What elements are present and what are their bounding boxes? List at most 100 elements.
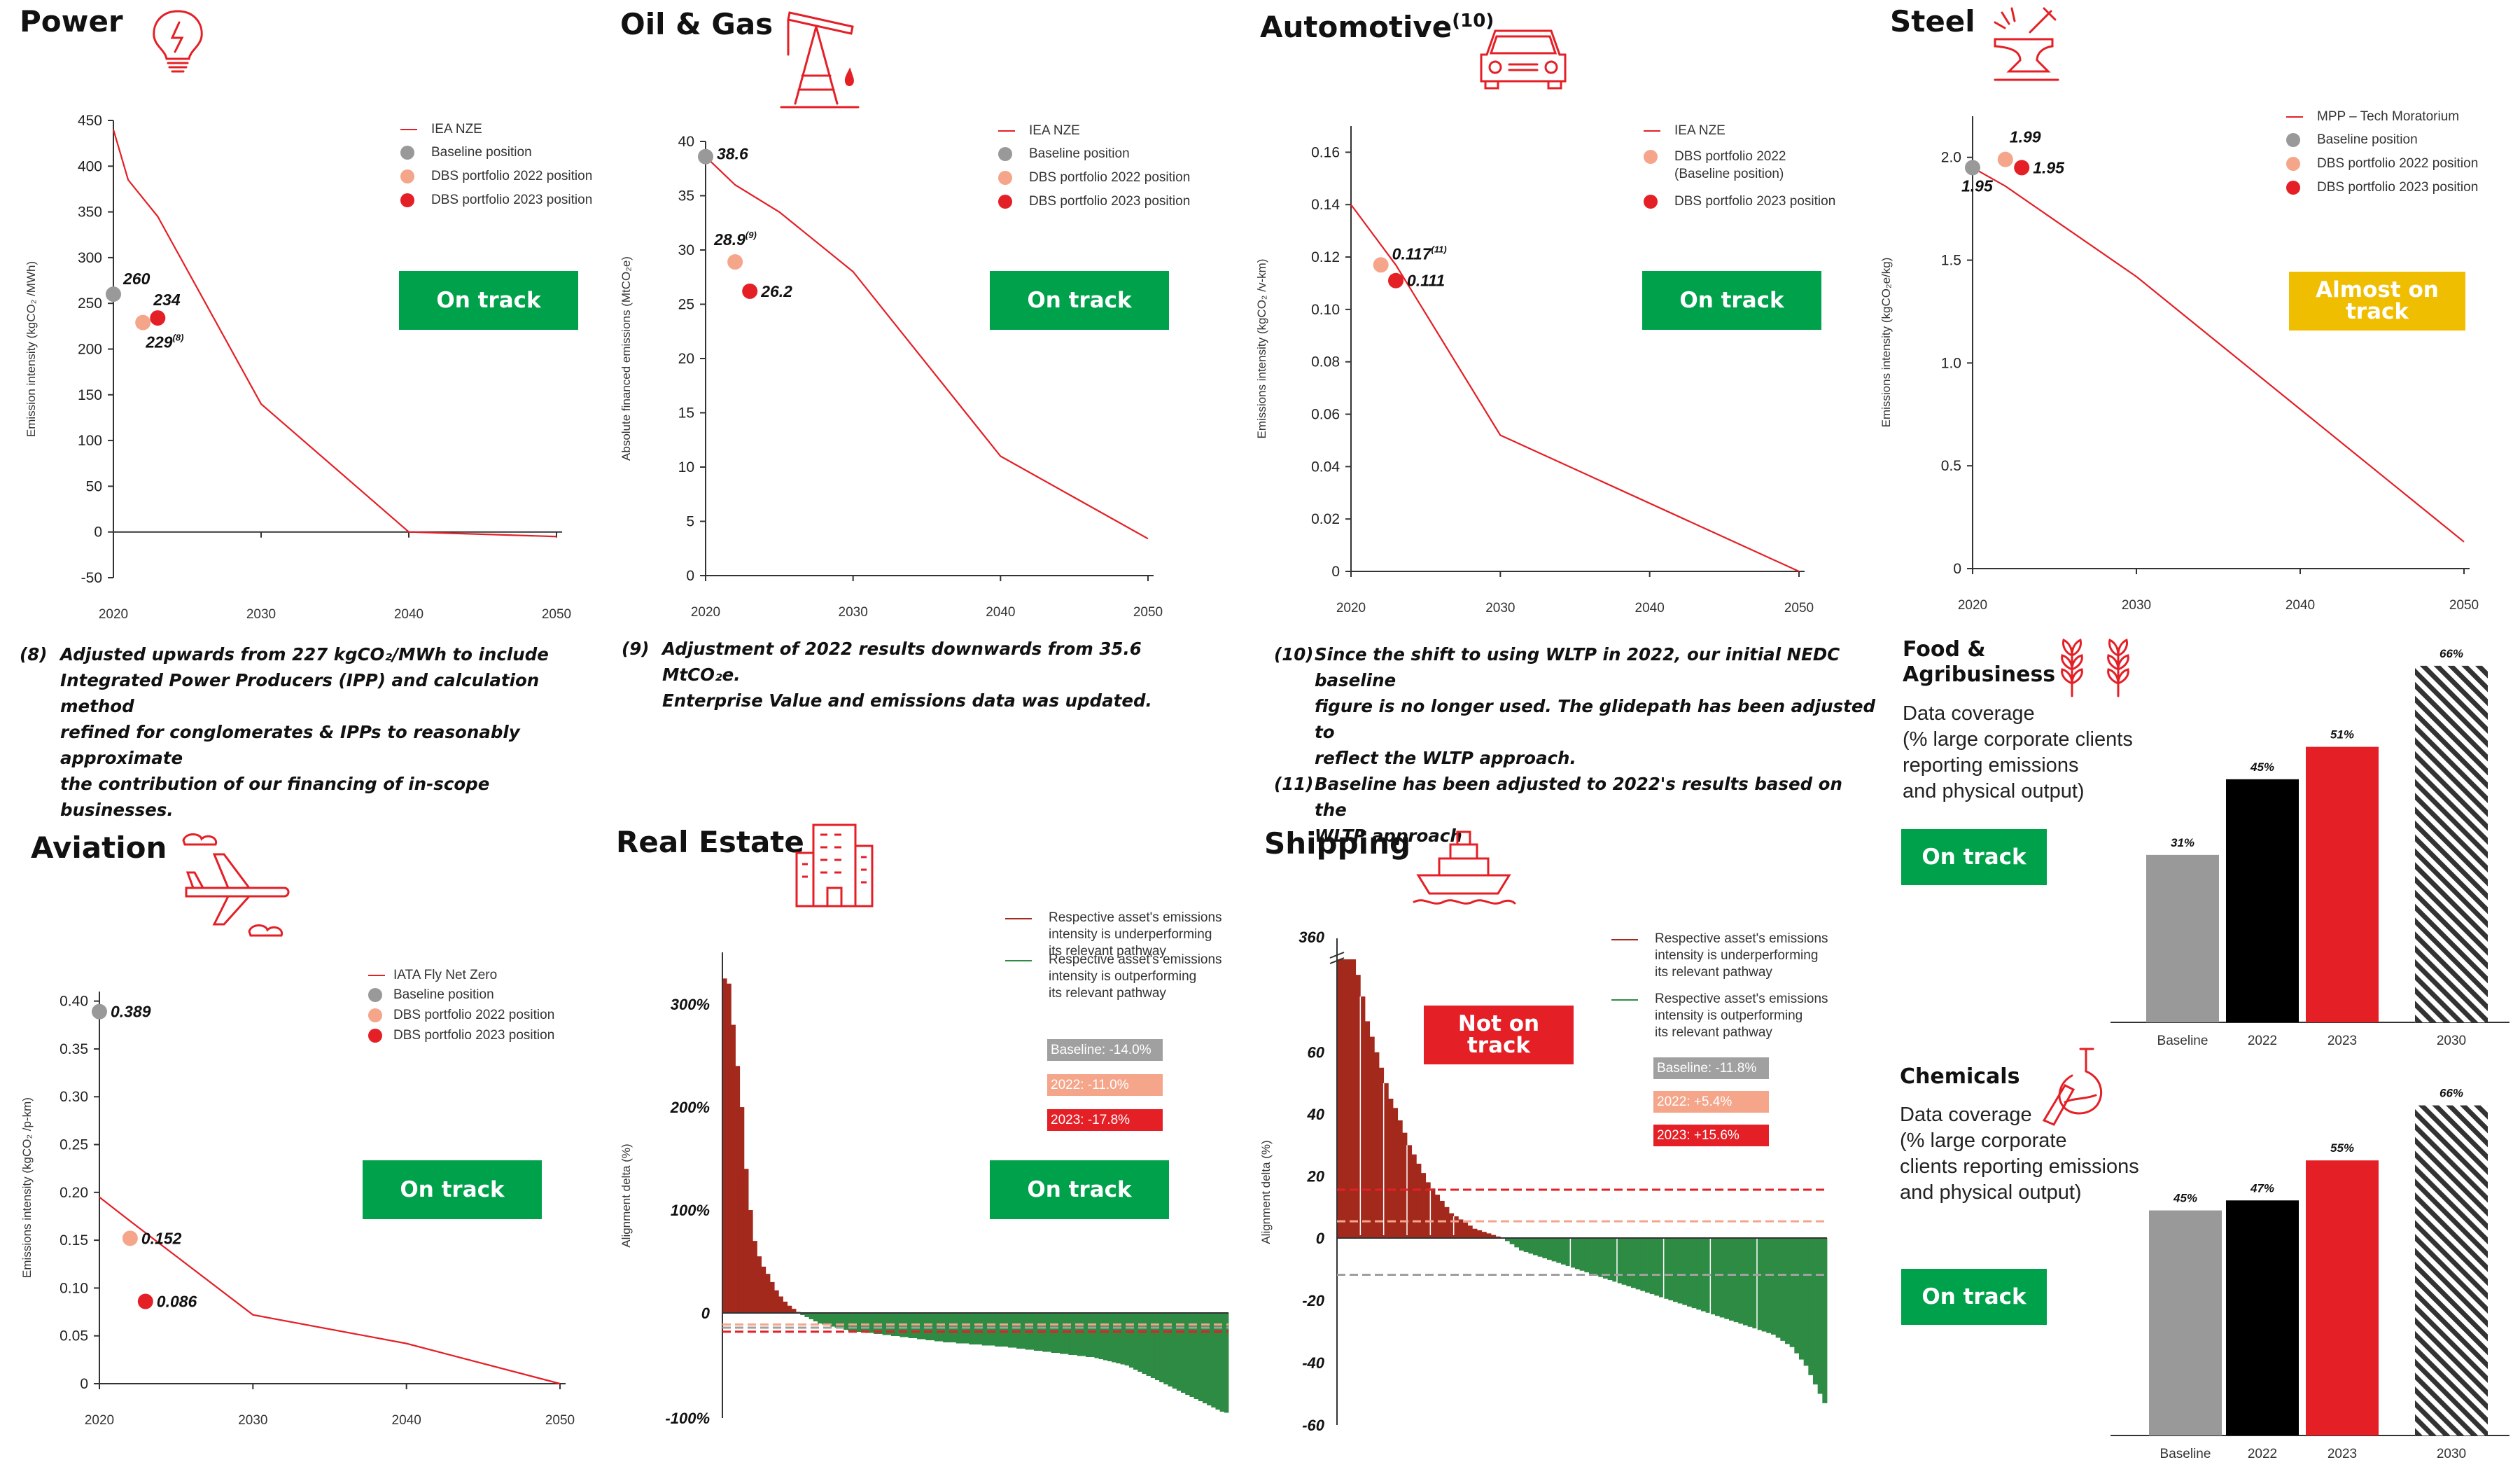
steel-legend-item: MPP – Tech Moratorium xyxy=(2317,109,2460,124)
chemicals-subtitle-line: clients reporting emissions xyxy=(1900,1155,2139,1178)
delta-bar xyxy=(791,1309,797,1313)
auto-legend-item: DBS portfolio 2023 position xyxy=(1674,194,1836,209)
delta-bar xyxy=(921,1313,926,1340)
x-tick-label: 2030 xyxy=(2122,598,2151,613)
y-tick-label: 200 xyxy=(78,342,102,358)
delta-bar xyxy=(852,1313,857,1331)
y-tick-label: 30 xyxy=(678,242,694,258)
steel-title: Steel xyxy=(1890,4,1975,39)
delta-bar xyxy=(826,1313,831,1326)
x-tick-label: 2020 xyxy=(85,1413,114,1428)
x-tick-label: 2030 xyxy=(2437,1034,2466,1048)
delta-bar xyxy=(1668,1238,1674,1300)
delta-bar xyxy=(1341,959,1347,1238)
delta-bar xyxy=(1444,1207,1450,1238)
x-tick-label: 2030 xyxy=(238,1413,267,1428)
y-tick-label: 300% xyxy=(671,996,710,1013)
delta-bar xyxy=(1046,1313,1052,1352)
y-tick-label: 0.40 xyxy=(59,994,88,1010)
delta-bar xyxy=(1794,1238,1800,1354)
delta-bar xyxy=(1072,1313,1078,1355)
delta-bar xyxy=(1425,1182,1431,1238)
y-tick-label: 0 xyxy=(1316,1230,1325,1247)
delta-bar xyxy=(1374,1052,1380,1238)
shipping-legend-under: its relevant pathway xyxy=(1655,965,1772,980)
bar-value-label: 66% xyxy=(2440,647,2463,660)
point-label: 0.111 xyxy=(1407,272,1445,290)
delta-bar xyxy=(774,1290,779,1313)
y-tick-label: -20 xyxy=(1302,1292,1325,1309)
chemicals-title: Chemicals xyxy=(1900,1064,2020,1089)
delta-bar xyxy=(1439,1200,1445,1238)
point-label: 26.2 xyxy=(760,282,792,300)
power-title: Power xyxy=(20,4,123,39)
delta-bar xyxy=(1771,1238,1777,1335)
airplane-icon xyxy=(182,833,290,937)
delta-bar xyxy=(1116,1313,1121,1363)
point-label: 28.9(9) xyxy=(713,230,757,249)
point-label: 0.117(11) xyxy=(1392,244,1447,263)
delta-bar xyxy=(986,1313,991,1346)
delta-bar xyxy=(1533,1238,1539,1256)
y-tick-label: 10 xyxy=(678,459,694,475)
footnote-line: Since the shift to using WLTP in 2022, o… xyxy=(1315,644,1840,690)
delta-bar xyxy=(1733,1238,1739,1323)
delta-bar xyxy=(1780,1238,1786,1341)
delta-bar xyxy=(765,1274,771,1313)
realestate-chart: -100% 0 100% 200% 300% Alignment delta (%) xyxy=(620,952,1229,1427)
food-chart: 31% Baseline 45% 2022 51% 2023 66% 2030 xyxy=(2110,647,2510,1048)
shipping-legend-out: intensity is outperforming xyxy=(1655,1008,1803,1023)
steel-status-badge: Almost on track xyxy=(2289,272,2465,331)
footnote-line: refined for conglomerates & IPPs to reas… xyxy=(60,722,520,768)
delta-bar xyxy=(1397,1120,1403,1238)
delta-bar xyxy=(1430,1188,1436,1238)
delta-bar xyxy=(1189,1313,1194,1397)
delta-bar xyxy=(1090,1313,1095,1357)
delta-bar xyxy=(1185,1313,1190,1395)
delta-bar xyxy=(1055,1313,1060,1353)
delta-bar xyxy=(1547,1238,1553,1260)
delta-bar xyxy=(1393,1108,1399,1238)
realestate-legend: Respective asset's emissions intensity i… xyxy=(1004,910,1242,1131)
delta-bar xyxy=(1789,1238,1795,1347)
y-tick-label: 0.16 xyxy=(1311,144,1340,160)
y-tick-label: 300 xyxy=(78,250,102,266)
delta-bar xyxy=(1584,1238,1590,1272)
delta-bar xyxy=(1365,1021,1371,1238)
point-label: 234 xyxy=(153,291,181,309)
delta-bar xyxy=(1159,1313,1164,1382)
delta-bar xyxy=(1659,1238,1665,1298)
delta-bar xyxy=(1086,1313,1091,1357)
delta-bar xyxy=(1407,1145,1413,1238)
bar-value-label: 45% xyxy=(2173,1192,2197,1205)
food-subtitle: Data coverage (% large corporate clients r… xyxy=(1903,701,2133,805)
delta-bar xyxy=(1481,1232,1487,1238)
delta-bar xyxy=(1472,1228,1478,1238)
delta-bar xyxy=(1379,1067,1385,1238)
steel-chart: 0 0.5 1.0 1.5 2.0 2020 2030 2040 2050 Emissions i… xyxy=(1879,116,2479,613)
aviation-legend-item: DBS portfolio 2023 position xyxy=(393,1028,555,1043)
delta-bar xyxy=(1617,1238,1623,1284)
y-tick-label: 25 xyxy=(678,297,694,313)
delta-bar xyxy=(752,1241,757,1313)
delta-bar xyxy=(1007,1313,1013,1348)
delta-bar xyxy=(1710,1238,1716,1315)
delta-bar xyxy=(1383,1083,1389,1238)
delta-bar xyxy=(1154,1313,1160,1380)
chemicals-subtitle-line: and physical output) xyxy=(1900,1181,2082,1204)
delta-bar xyxy=(917,1313,922,1340)
series-line xyxy=(112,129,557,538)
delta-bar xyxy=(1575,1238,1581,1270)
delta-bar xyxy=(869,1313,874,1333)
delta-bar xyxy=(895,1313,900,1336)
delta-bar xyxy=(787,1305,792,1313)
data-point xyxy=(150,310,166,326)
bar-value-label: 47% xyxy=(2250,1181,2274,1195)
coverage-bar xyxy=(2306,746,2379,1022)
y-tick-label: 200% xyxy=(670,1099,710,1116)
power-legend-markers xyxy=(400,129,417,207)
x-tick-label: 2020 xyxy=(1958,598,1987,613)
delta-bar xyxy=(999,1313,1004,1347)
aviation-legend-item: Baseline position xyxy=(393,987,494,1002)
delta-bar xyxy=(1621,1238,1627,1285)
